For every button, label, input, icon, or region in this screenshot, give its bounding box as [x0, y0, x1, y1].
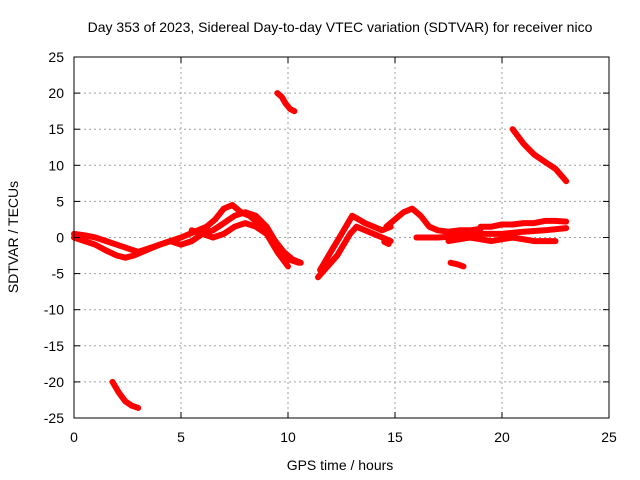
data-trace-trace-11	[509, 126, 570, 185]
x-axis-label: GPS time / hours	[287, 457, 394, 473]
y-tick-label: 20	[48, 85, 64, 101]
data-trace-trace-9	[445, 234, 559, 245]
y-tick-label: -10	[44, 302, 64, 318]
y-tick-label: -15	[44, 338, 64, 354]
data-traces	[71, 90, 570, 411]
data-trace-trace-6	[383, 205, 484, 235]
x-tick-label: 5	[177, 429, 185, 445]
data-trace-trace-5	[315, 223, 394, 281]
y-tick-label: -5	[52, 266, 65, 282]
data-trace-trace-14	[381, 238, 392, 247]
y-tick-label: -25	[44, 410, 64, 426]
y-tick-label: 15	[48, 121, 64, 137]
axis-ticks: 0 5 10 15 20 25 -25 -20 -15 -10 -5 0 5 10 15 20 25	[44, 49, 617, 445]
data-trace-trace-8	[413, 225, 570, 241]
data-trace-trace-3	[188, 220, 291, 270]
y-tick-label: 10	[48, 157, 64, 173]
data-trace-trace-13	[447, 259, 467, 270]
x-tick-label: 20	[494, 429, 510, 445]
y-tick-label: 5	[56, 193, 64, 209]
y-axis-label: SDTVAR / TECUs	[5, 181, 21, 293]
y-tick-label: 25	[48, 49, 64, 65]
y-tick-label: -20	[44, 374, 64, 390]
chart-title: Day 353 of 2023, Sidereal Day-to-day VTE…	[88, 19, 593, 35]
x-tick-label: 10	[280, 429, 296, 445]
x-tick-label: 15	[387, 429, 403, 445]
x-tick-label: 0	[70, 429, 78, 445]
y-tick-label: 0	[56, 230, 64, 246]
data-trace-trace-2	[71, 209, 302, 266]
data-trace-trace-4	[317, 212, 394, 273]
data-trace-trace-12	[109, 378, 142, 411]
data-trace-trace-10	[274, 90, 298, 115]
x-tick-label: 25	[601, 429, 617, 445]
data-trace-trace-7	[477, 217, 570, 230]
